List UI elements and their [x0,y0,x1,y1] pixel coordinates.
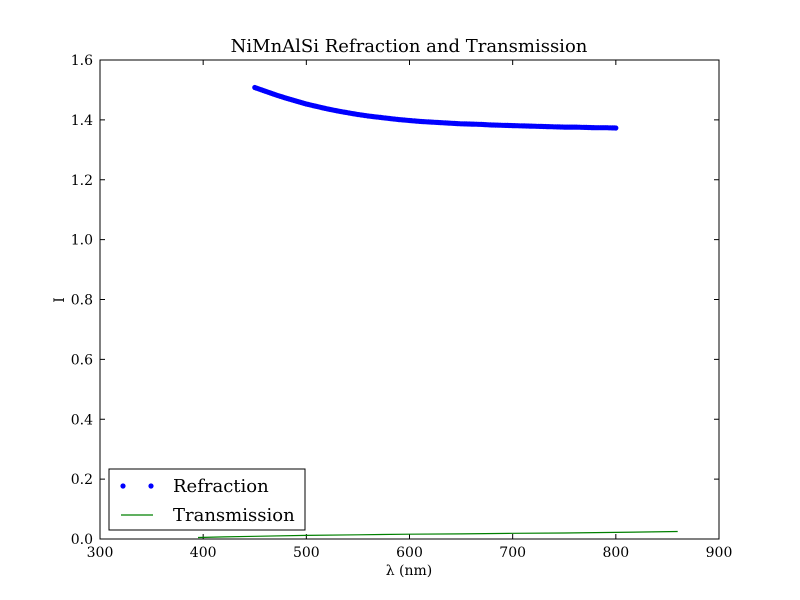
series-layer [197,84,678,539]
y-tick-label: 0.2 [71,472,93,488]
legend-refraction-marker [148,483,154,489]
legend-box [108,468,306,531]
legend: Refraction Transmission [108,468,306,531]
axis-ticks: 300 400 500 600 700 800 900 0.0 0.2 0.4 0.6 0.8 1.0 1… [71,53,733,561]
legend-refraction-marker [120,483,126,489]
y-tick-label: 0.6 [71,352,93,368]
x-tick-label: 300 [87,545,114,561]
y-tick-label: 0.4 [71,412,93,428]
refraction-point [613,125,619,131]
plot-frame [99,59,720,540]
x-axis-title: λ (nm) [386,563,433,579]
chart-title: NiMnAlSi Refraction and Transmission [231,36,588,57]
y-tick-label: 1.0 [71,233,93,249]
x-tick-label: 800 [602,545,629,561]
x-tick-label: 500 [293,545,320,561]
y-tick-label: 1.2 [71,173,93,189]
y-tick-label: 0.0 [71,532,93,548]
legend-label-transmission: Transmission [173,505,295,526]
y-tick-label: 0.8 [71,293,93,309]
x-tick-label: 600 [396,545,423,561]
x-tick-label: 400 [190,545,217,561]
legend-label-refraction: Refraction [173,476,269,497]
x-tick-label: 700 [499,545,526,561]
x-tick-label: 900 [706,545,733,561]
y-axis-title: I [52,297,68,303]
transmission-series-line [197,530,678,539]
y-tick-label: 1.6 [71,53,93,69]
y-tick-label: 1.4 [71,113,93,129]
plot-area [99,59,720,540]
